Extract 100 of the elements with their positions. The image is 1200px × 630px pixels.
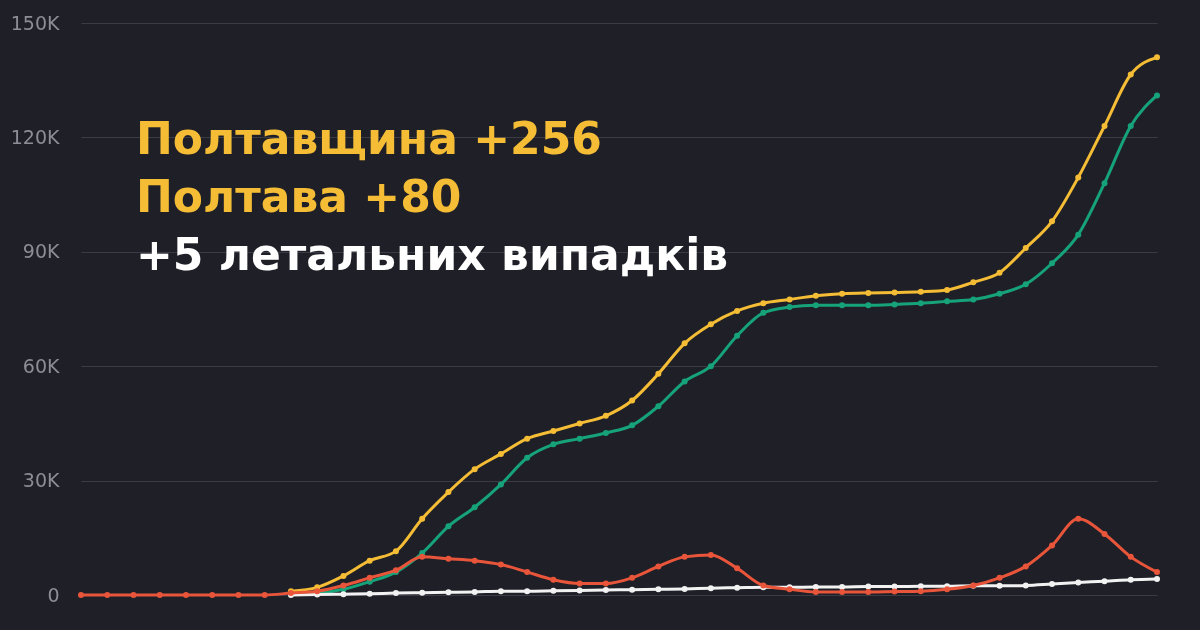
point	[944, 286, 951, 293]
point	[550, 441, 557, 448]
point	[366, 557, 373, 564]
point	[996, 582, 1003, 589]
point	[917, 300, 924, 307]
point	[576, 420, 583, 427]
point	[392, 590, 399, 597]
point	[865, 588, 872, 595]
point	[1127, 576, 1134, 583]
y-tick-label: 150K	[10, 11, 61, 34]
point	[1022, 563, 1029, 570]
point	[734, 332, 741, 339]
point	[1154, 569, 1160, 576]
point	[996, 290, 1003, 297]
point	[655, 403, 662, 410]
point	[471, 466, 478, 473]
y-tick-label: 30K	[22, 469, 61, 492]
point	[1075, 579, 1082, 586]
point	[576, 435, 583, 442]
point	[681, 378, 688, 385]
point	[760, 309, 767, 316]
point	[970, 279, 977, 286]
y-tick-label: 60K	[22, 354, 61, 377]
point	[1075, 231, 1082, 238]
point	[655, 586, 662, 593]
point	[497, 481, 504, 488]
point	[471, 557, 478, 564]
point	[1127, 122, 1134, 129]
y-tick-label: 120K	[10, 125, 61, 148]
point	[891, 588, 898, 595]
point	[839, 290, 846, 297]
point	[445, 489, 452, 496]
point	[812, 302, 819, 309]
point	[996, 574, 1003, 581]
point	[445, 555, 452, 562]
point	[209, 592, 216, 598]
point	[156, 592, 163, 598]
point	[734, 584, 741, 591]
point	[576, 587, 583, 594]
point	[786, 296, 793, 303]
point	[602, 429, 609, 436]
point	[1049, 542, 1056, 549]
point	[681, 585, 688, 592]
point	[707, 321, 714, 328]
point	[1127, 553, 1134, 560]
point	[576, 580, 583, 587]
point	[1022, 582, 1029, 589]
point	[786, 304, 793, 311]
annotation: Полтавщина +256	[136, 113, 602, 164]
point	[629, 422, 636, 429]
annotation: +5 летальних випадків	[136, 229, 729, 280]
point	[970, 296, 977, 303]
point	[497, 561, 504, 568]
point	[655, 370, 662, 377]
point	[445, 523, 452, 530]
point	[839, 302, 846, 309]
point	[471, 504, 478, 511]
point	[629, 586, 636, 593]
point	[1101, 530, 1108, 537]
point	[917, 588, 924, 595]
point	[812, 588, 819, 595]
point	[1101, 180, 1108, 187]
point	[1127, 71, 1134, 78]
point	[1049, 218, 1056, 225]
point	[707, 585, 714, 592]
point	[419, 515, 426, 522]
point	[235, 592, 242, 598]
point	[550, 576, 557, 583]
point	[629, 397, 636, 404]
point	[734, 565, 741, 572]
point	[524, 454, 531, 461]
y-tick-label: 90K	[22, 240, 61, 263]
point	[524, 588, 531, 595]
point	[891, 583, 898, 590]
point	[1101, 122, 1108, 129]
point	[865, 583, 872, 590]
point	[707, 551, 714, 558]
point	[865, 289, 872, 296]
point	[104, 592, 111, 598]
point	[1049, 260, 1056, 267]
point	[891, 289, 898, 296]
point	[1049, 580, 1056, 587]
point	[839, 588, 846, 595]
point	[392, 548, 399, 555]
point	[550, 428, 557, 435]
point	[734, 307, 741, 314]
point	[182, 592, 189, 598]
point	[707, 363, 714, 370]
point	[1154, 575, 1160, 582]
point	[812, 584, 819, 590]
point	[917, 288, 924, 295]
point	[812, 292, 819, 299]
point	[1154, 54, 1160, 61]
point	[629, 574, 636, 581]
point	[602, 587, 609, 594]
point	[760, 300, 767, 307]
point	[681, 340, 688, 347]
y-tick-label: 0	[47, 583, 60, 606]
point	[340, 591, 347, 598]
point	[497, 450, 504, 457]
